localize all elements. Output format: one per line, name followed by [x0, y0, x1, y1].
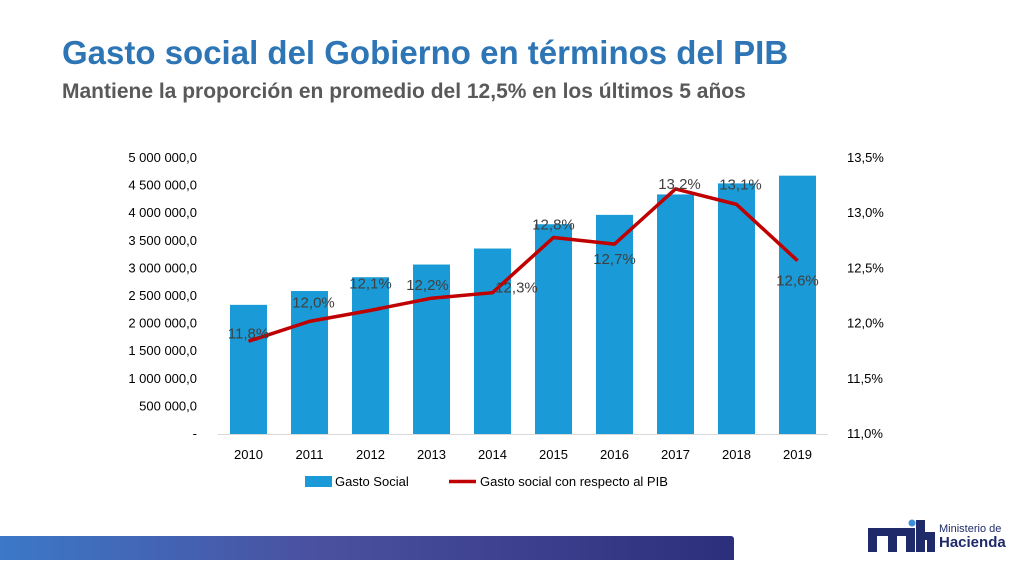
ministry-logo: Ministerio de Hacienda	[866, 518, 1006, 554]
legend-swatch-bar	[305, 476, 332, 487]
mh-logo-icon	[868, 519, 935, 552]
line-data-label: 12,1%	[349, 275, 392, 292]
line-data-label: 12,6%	[776, 273, 819, 290]
bar-gasto-social	[230, 304, 267, 434]
line-data-label: 11,8%	[228, 325, 269, 342]
y-left-tick-label: 3 500 000,0	[128, 233, 197, 248]
bar-gasto-social	[535, 224, 572, 434]
line-data-label: 12,8%	[532, 216, 575, 233]
x-tick-label: 2019	[783, 447, 812, 462]
bar-gasto-social	[657, 194, 694, 434]
bar-gasto-social	[474, 248, 511, 434]
y-left-tick-label: 2 500 000,0	[128, 288, 197, 303]
legend-label-bar: Gasto Social	[335, 474, 409, 489]
x-tick-label: 2018	[722, 447, 751, 462]
x-tick-label: 2012	[356, 447, 385, 462]
y-left-tick-label: 5 000 000,0	[128, 150, 197, 165]
line-data-label: 13,1%	[719, 176, 762, 193]
y-right-tick-label: 11,5%	[847, 371, 883, 386]
x-tick-label: 2010	[234, 447, 263, 462]
bar-gasto-social	[718, 183, 755, 434]
bar-gasto-social	[779, 175, 816, 434]
y-right-tick-label: 12,0%	[847, 316, 884, 331]
y-left-tick-label: 500 000,0	[139, 398, 197, 413]
x-tick-label: 2016	[600, 447, 629, 462]
y-left-tick-label: -	[193, 426, 197, 441]
y-right-tick-label: 11,0%	[847, 426, 883, 441]
x-tick-label: 2011	[296, 447, 324, 462]
x-tick-label: 2013	[417, 447, 446, 462]
slide-title: Gasto social del Gobierno en términos de…	[62, 34, 789, 71]
line-gasto-pib	[247, 187, 799, 343]
footer-bar	[0, 536, 734, 560]
y-right-tick-label: 13,5%	[847, 150, 884, 165]
logo-line1: Ministerio de	[939, 523, 1002, 535]
legend-label-line: Gasto social con respecto al PIB	[480, 474, 668, 489]
y-right-tick-label: 12,5%	[847, 260, 884, 275]
line-data-label: 13,2%	[658, 176, 701, 193]
slide-subtitle: Mantiene la proporción en promedio del 1…	[62, 80, 746, 103]
y-left-tick-label: 1 500 000,0	[128, 343, 197, 358]
logo-line2: Hacienda	[939, 534, 1006, 551]
line-data-label: 12,7%	[593, 251, 636, 268]
bar-gasto-social	[596, 214, 633, 434]
line-data-label: 12,0%	[292, 294, 335, 311]
y-left-tick-label: 2 000 000,0	[128, 316, 197, 331]
y-left-tick-label: 4 000 000,0	[128, 205, 197, 220]
y-left-tick-label: 4 500 000,0	[128, 178, 197, 193]
bar-gasto-social	[291, 291, 328, 434]
x-tick-label: 2014	[478, 447, 507, 462]
y-left-tick-label: 1 000 000,0	[128, 371, 197, 386]
y-right-tick-label: 13,0%	[847, 205, 884, 220]
x-tick-label: 2017	[661, 447, 690, 462]
y-left-tick-label: 3 000 000,0	[128, 260, 197, 275]
line-data-label: 12,2%	[406, 277, 449, 294]
bar-gasto-social	[352, 277, 389, 434]
x-tick-label: 2015	[539, 447, 568, 462]
bar-gasto-social	[413, 264, 450, 434]
line-data-label: 12,3%	[495, 280, 538, 297]
